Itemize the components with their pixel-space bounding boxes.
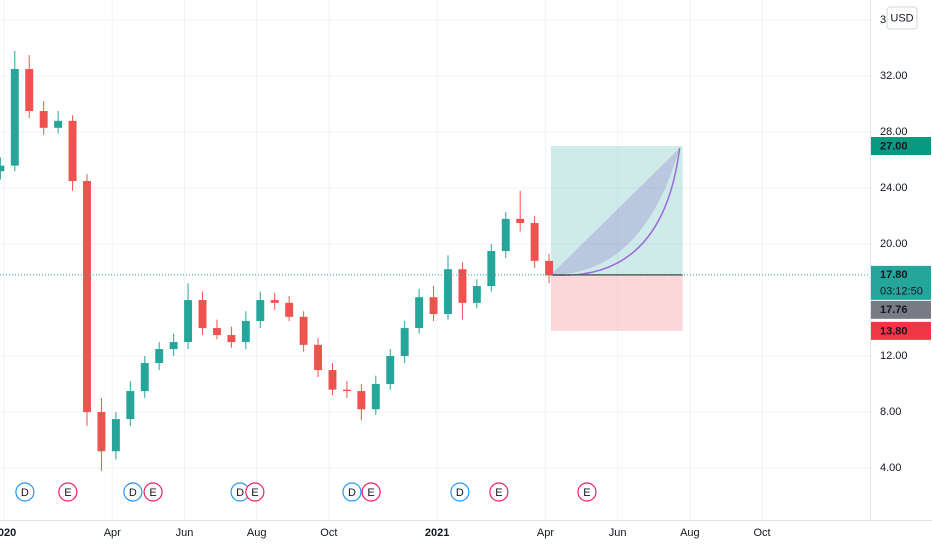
event-marker xyxy=(342,482,362,502)
x-tick-label: Aug xyxy=(247,527,267,539)
candle-body xyxy=(516,218,525,224)
x-tick-label: Jun xyxy=(609,527,627,539)
event-marker xyxy=(577,482,597,502)
candle-body xyxy=(371,384,380,410)
event-label: E xyxy=(149,487,156,499)
y-tick-label: 24.00 xyxy=(880,182,908,194)
y-tick-label: 8.00 xyxy=(880,406,901,418)
x-tick-label: Aug xyxy=(680,527,700,539)
candle-body xyxy=(83,181,91,413)
projection-area xyxy=(550,148,680,275)
event-label: D xyxy=(456,487,464,499)
candle-body xyxy=(458,269,467,303)
currency-button[interactable] xyxy=(886,6,918,30)
price-label: 27.00 xyxy=(880,140,908,152)
candle-body xyxy=(212,328,221,336)
candle-body xyxy=(328,370,337,390)
candle-body xyxy=(97,412,106,452)
candle-body xyxy=(184,300,193,343)
profit-zone xyxy=(550,146,683,275)
candle-body xyxy=(444,269,452,315)
price-label: 17.76 xyxy=(880,304,908,316)
price-label: 13.80 xyxy=(880,325,908,337)
y-tick-label: 20.00 xyxy=(880,238,908,250)
candle-body xyxy=(0,165,5,172)
candle-body xyxy=(10,69,19,166)
x-tick-label: Apr xyxy=(537,527,554,539)
price-label: 17.80 xyxy=(880,269,908,281)
candle-body xyxy=(415,297,424,329)
candle-body xyxy=(198,300,207,329)
candle-body xyxy=(342,389,351,392)
event-marker xyxy=(450,482,470,502)
candle-body xyxy=(357,391,366,410)
candle-body xyxy=(227,335,236,343)
event-marker xyxy=(58,482,78,502)
price-label-bg xyxy=(871,265,931,300)
event-label: E xyxy=(583,487,590,499)
candle-body xyxy=(270,300,279,303)
candle-body xyxy=(140,363,149,392)
y-tick-label: 4.00 xyxy=(880,462,901,474)
x-tick-label: Oct xyxy=(753,527,770,539)
loss-zone xyxy=(550,274,683,331)
price-label-bg xyxy=(871,137,931,156)
candle-body xyxy=(155,349,164,364)
y-tick-label: 32.00 xyxy=(880,70,908,82)
countdown: 03:12:50 xyxy=(880,286,923,298)
candle-body xyxy=(169,342,178,350)
event-label: E xyxy=(495,487,502,499)
candle-body xyxy=(256,300,265,322)
candle-body xyxy=(545,260,554,276)
event-marker xyxy=(245,482,265,502)
event-label: E xyxy=(251,487,258,499)
event-marker xyxy=(123,482,143,502)
event-marker xyxy=(489,482,509,502)
candle-body xyxy=(126,391,135,420)
event-marker xyxy=(15,482,35,502)
candle-body xyxy=(111,419,120,452)
x-tick-label: 2020 xyxy=(0,527,16,539)
candle-body xyxy=(386,356,395,385)
x-tick-label: Apr xyxy=(104,527,121,539)
y-tick-label: 28.00 xyxy=(880,126,908,138)
event-marker xyxy=(143,482,163,502)
event-label: E xyxy=(64,487,71,499)
candle-body xyxy=(54,120,63,128)
candle-body xyxy=(429,297,438,315)
y-tick-label: 12.00 xyxy=(880,350,908,362)
event-label: D xyxy=(236,487,244,499)
x-tick-label: Jun xyxy=(176,527,194,539)
candle-body xyxy=(400,328,409,357)
candle-body xyxy=(487,251,496,287)
candle-body xyxy=(314,344,323,371)
candle-body xyxy=(39,111,48,128)
price-label-bg xyxy=(871,321,931,340)
event-label: D xyxy=(21,487,29,499)
event-label: D xyxy=(348,487,356,499)
candle-body xyxy=(501,218,510,252)
candle-body xyxy=(530,223,539,261)
x-tick-label: Oct xyxy=(320,527,337,539)
event-label: E xyxy=(367,487,374,499)
candle-body xyxy=(25,69,34,112)
candle-body xyxy=(299,316,308,345)
event-marker xyxy=(361,482,381,502)
price-label-bg xyxy=(871,300,931,319)
candle-body xyxy=(472,286,481,303)
event-label: D xyxy=(129,487,137,499)
currency-label: USD xyxy=(890,12,913,24)
x-tick-label: 2021 xyxy=(425,527,449,539)
candle-body xyxy=(68,120,77,182)
candle-body xyxy=(285,302,294,317)
candle-body xyxy=(241,321,250,343)
